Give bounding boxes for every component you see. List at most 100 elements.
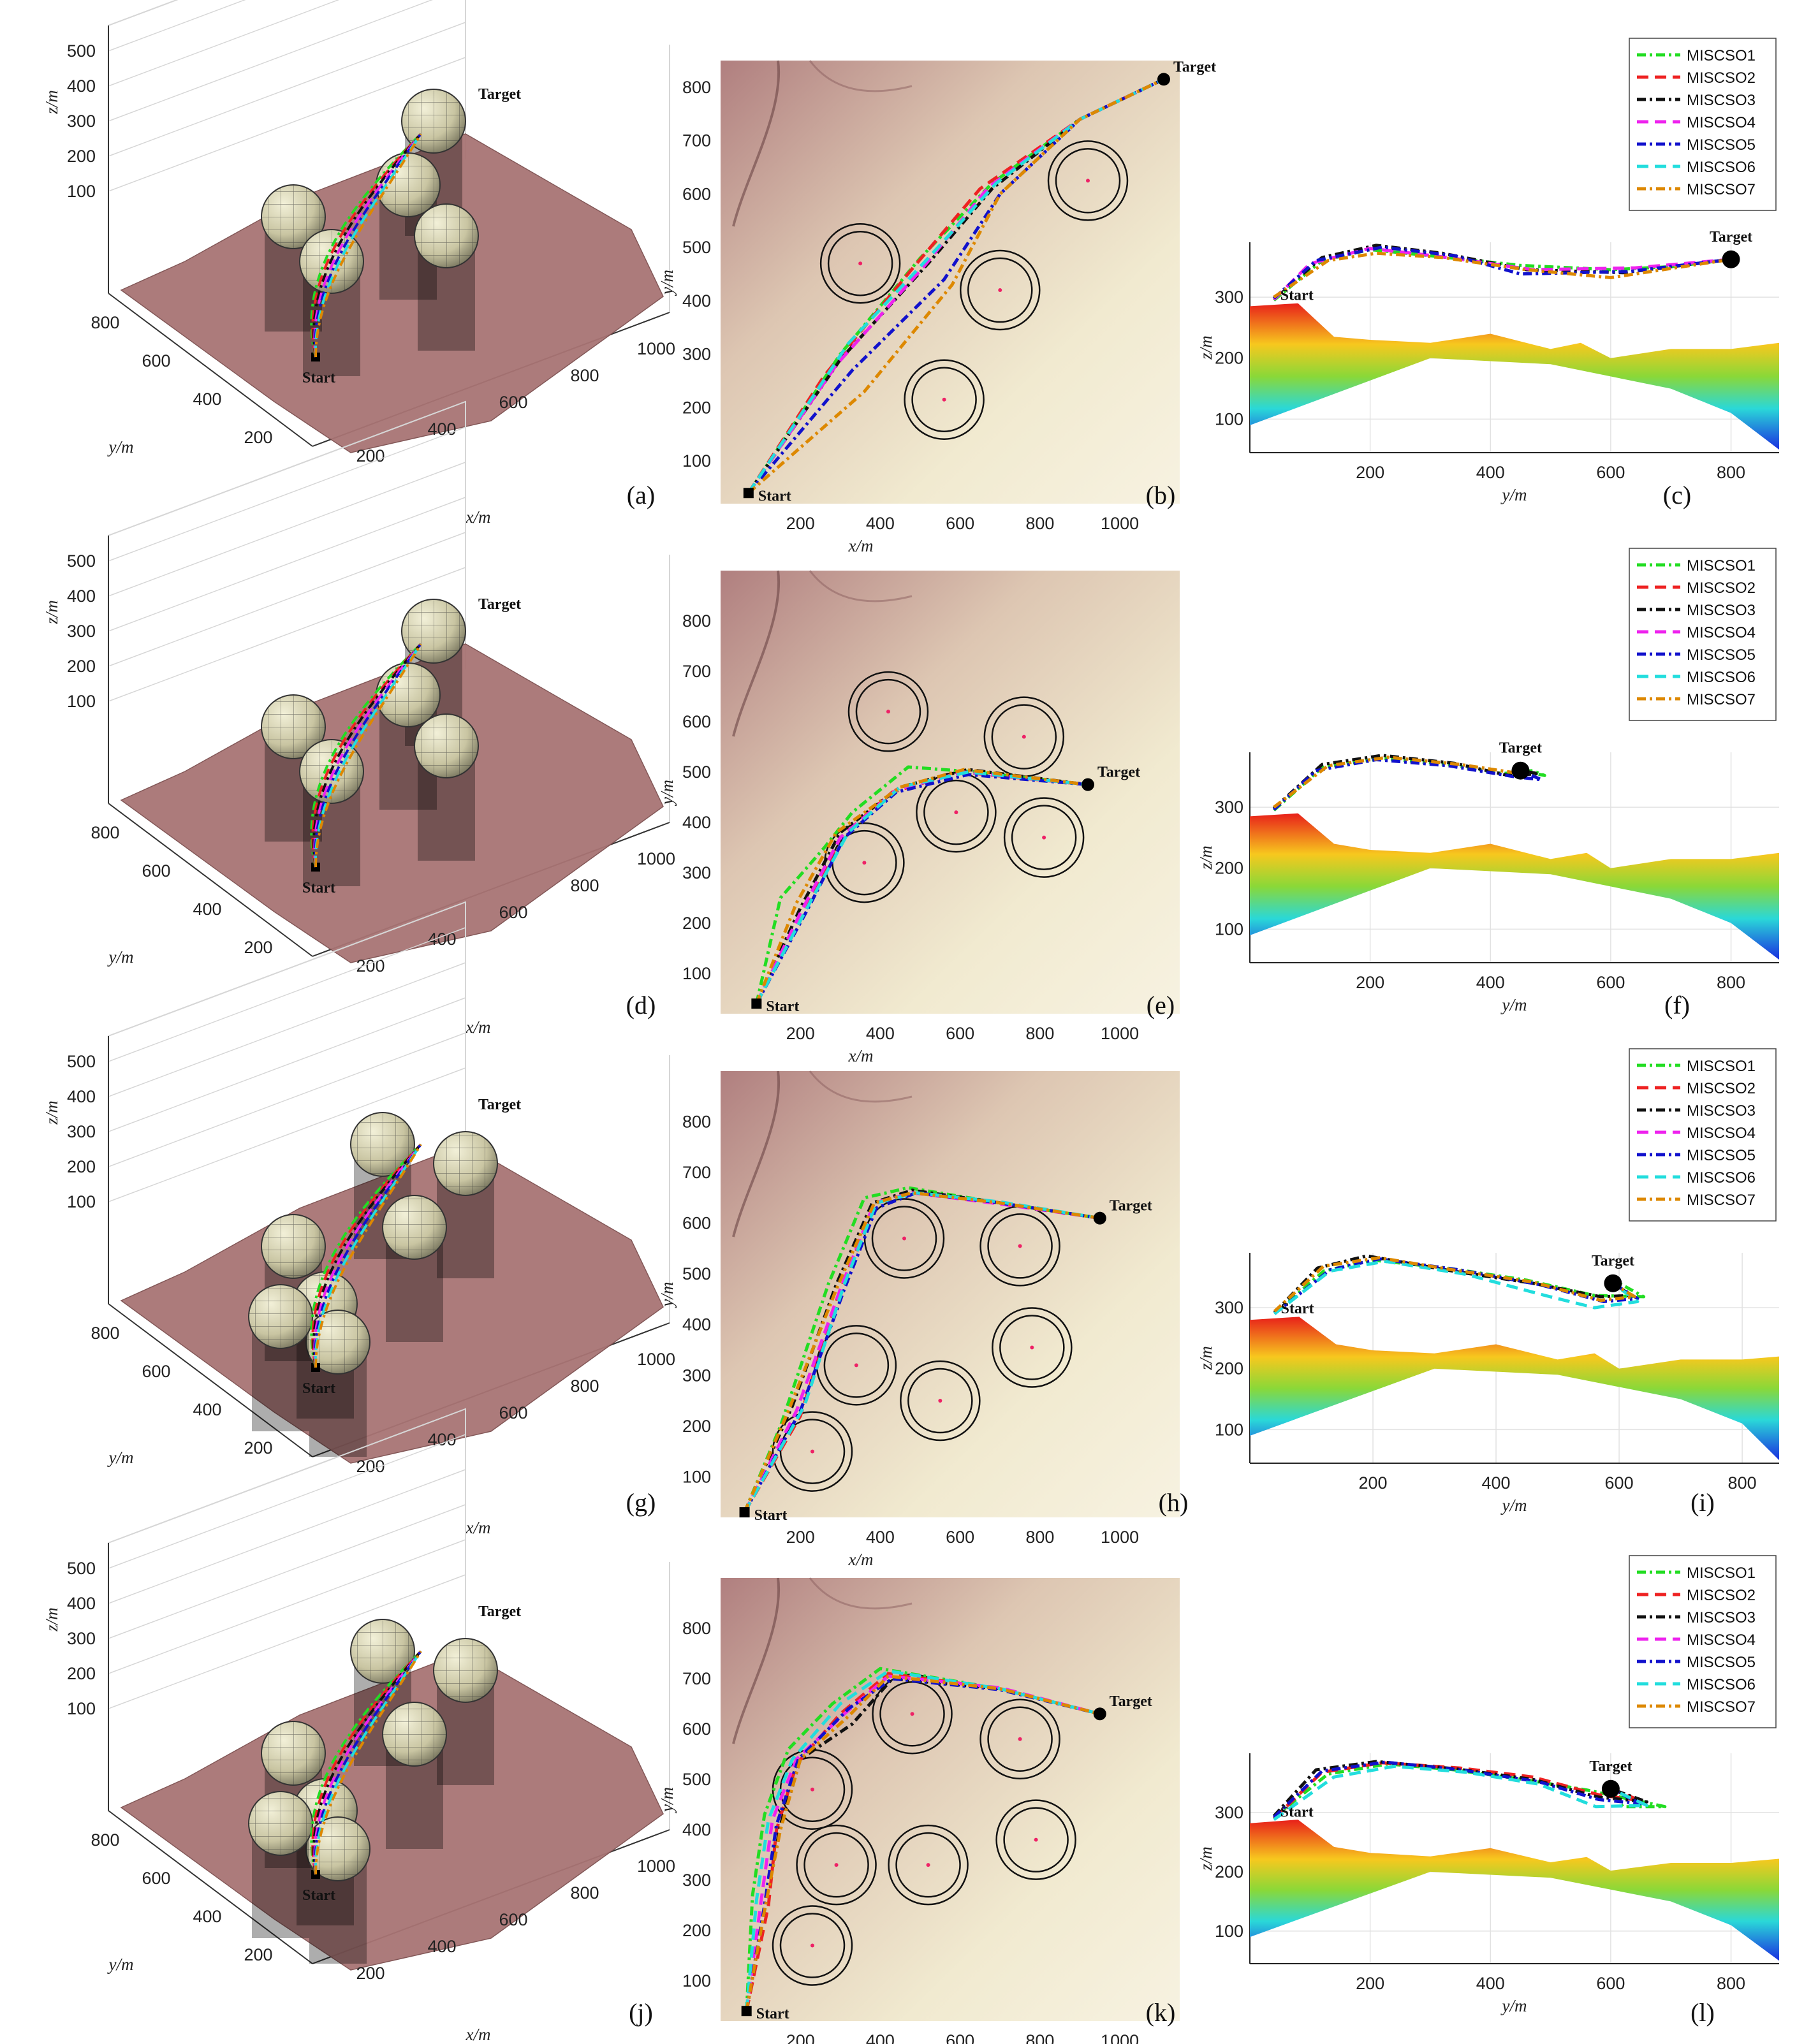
start-label: Start	[1280, 287, 1314, 303]
threat-sphere-mesh	[414, 204, 478, 268]
threat-inner-ring	[923, 779, 989, 845]
y-tick-label: 300	[1215, 1803, 1243, 1822]
y-tick-label: 100	[1215, 1922, 1243, 1941]
x-axis-label: x/m	[848, 1046, 874, 1065]
panel-label-f: (f)	[1664, 991, 1690, 1019]
threat-inner-ring	[911, 367, 977, 432]
threat-inner-ring	[827, 230, 893, 296]
threat-sphere-mesh	[351, 1619, 414, 1683]
y-axis-label: y/m	[657, 780, 677, 807]
path-3d-miscso3	[312, 133, 422, 358]
path-3d-miscso4	[313, 1650, 422, 1875]
path-3d-miscso3	[312, 1143, 422, 1368]
path-miscso6	[755, 770, 1089, 1005]
panel-label-d: (d)	[626, 991, 656, 1019]
path-3d-miscso3	[312, 1650, 422, 1875]
threat-outer-ring	[772, 1411, 853, 1492]
legend: MISCSO1 MISCSO2 MISCSO3 MISCSO4 MISCSO5 MISCS…	[1629, 548, 1777, 721]
x-tick-label: 800	[1025, 1024, 1054, 1043]
y-tick-label: 100	[682, 1971, 711, 1990]
x-tick-label: 800	[570, 876, 599, 895]
panel-3d-j: 200 400 600 800 1000 200 400 600 800 100 200 300 400…	[42, 1408, 675, 2044]
threat-inner-ring	[1003, 1807, 1069, 1872]
x-tick-label: 600	[499, 903, 527, 922]
x-tick-label: 400	[427, 420, 456, 439]
y-axis-label: z/m	[1196, 335, 1215, 360]
path-miscso6	[1273, 1765, 1648, 1821]
x-tick-label: 200	[786, 2031, 815, 2044]
x-tick-label: 600	[946, 514, 974, 533]
path-3d-miscso6	[314, 1143, 422, 1368]
legend-label-miscso6: MISCSO6	[1687, 669, 1756, 686]
y-axis-line	[108, 1303, 313, 1457]
x-tick-label: 800	[1025, 514, 1054, 533]
z-gridline	[108, 0, 340, 87]
target-label: Target	[1592, 1253, 1634, 1269]
legend-label-miscso4: MISCSO4	[1687, 1632, 1756, 1649]
map-background	[721, 571, 1180, 1014]
y-tick-label: 800	[91, 1324, 119, 1343]
x-tick-label: 800	[1717, 1974, 1745, 1993]
panel-label-i: (i)	[1690, 1488, 1715, 1517]
panel-label-e: (e)	[1147, 991, 1175, 1019]
y-tick-label: 800	[91, 313, 119, 332]
path-miscso5	[1273, 245, 1731, 300]
threat-center	[910, 1712, 914, 1716]
start-label: Start	[1280, 1804, 1314, 1821]
y-tick-label: 100	[1215, 409, 1243, 428]
x-axis-label: x/m	[466, 1018, 491, 1037]
panel-label-a: (a)	[627, 481, 655, 509]
x-tick-label: 1000	[1101, 1024, 1139, 1043]
threat-outer-ring	[772, 1905, 853, 1986]
legend-label-miscso1: MISCSO1	[1687, 47, 1756, 64]
x-tick-label: 400	[866, 1528, 895, 1547]
threat-center	[810, 1943, 814, 1948]
legend-label-miscso7: MISCSO7	[1687, 691, 1756, 708]
path-miscso7	[1273, 756, 1522, 809]
x-tick-label: 600	[499, 1910, 527, 1929]
threat-center	[834, 1863, 839, 1867]
threat-center	[862, 861, 867, 865]
x-tick-label: 600	[1596, 1974, 1625, 1993]
target-label: Target	[1110, 1198, 1152, 1215]
path-3d-miscso2	[311, 133, 422, 358]
x-tick-label: 600	[499, 393, 527, 412]
x-tick-label: 400	[427, 1937, 456, 1956]
y-tick-label: 800	[682, 78, 711, 97]
y-axis-line	[108, 803, 313, 957]
start-label: Start	[758, 488, 791, 504]
path-miscso7	[754, 768, 1089, 1005]
threat-inner-ring	[991, 704, 1057, 770]
x-tick-label: 600	[1605, 1473, 1634, 1493]
target-label: Target	[478, 1097, 521, 1113]
y-tick-label: 700	[682, 1163, 711, 1182]
y-axis-label: y/m	[657, 270, 677, 296]
y-tick-label: 400	[193, 390, 221, 409]
y-tick-label: 800	[682, 1619, 711, 1638]
y-tick-label: 800	[91, 1830, 119, 1850]
x-tick-label: 600	[946, 2031, 974, 2044]
y-tick-label: 600	[682, 1719, 711, 1739]
path-miscso7	[743, 1191, 1101, 1513]
z-gridline	[108, 0, 433, 122]
legend-label-miscso3: MISCSO3	[1687, 1102, 1756, 1120]
path-3d-miscso2	[311, 643, 422, 868]
threat-sphere-mesh	[261, 695, 325, 759]
terrain-surface	[120, 133, 664, 453]
z-gridline	[108, 57, 466, 192]
y-axis-label: y/m	[107, 437, 134, 456]
x-tick-label: 800	[570, 1883, 599, 1902]
y-tick-label: 300	[682, 1366, 711, 1385]
x-tick-label: 600	[1596, 463, 1625, 482]
target-marker	[1604, 1274, 1622, 1292]
panel-profile-i: Target Start 200 400 600 800 100 200 300 y/m z/m MI…	[1196, 1048, 1779, 1517]
x-axis-label: x/m	[466, 507, 491, 527]
path-3d-miscso5	[314, 643, 422, 868]
threat-outer-ring	[979, 1698, 1060, 1779]
y-tick-label: 200	[682, 914, 711, 933]
path-3d-miscso5	[314, 1650, 422, 1875]
y-tick-label: 600	[682, 1214, 711, 1233]
threat-center	[942, 397, 946, 402]
panel-map-h: Start Target 200 400 600 800 1000 100 200 300 400 5…	[657, 1070, 1188, 1569]
